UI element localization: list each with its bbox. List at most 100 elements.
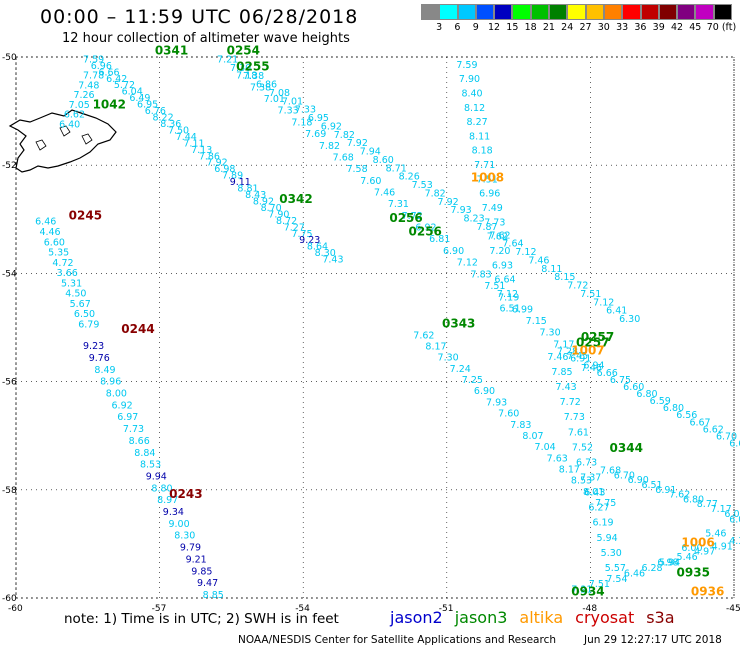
- wave-height-point: 7.58: [346, 164, 367, 175]
- scale-label: 33: [616, 22, 629, 33]
- wave-height-point: 6.67: [729, 439, 740, 450]
- wave-height-point: 9.47: [197, 578, 218, 589]
- wave-height-point: 6.51: [499, 303, 520, 314]
- wave-height-point: 8.27: [467, 117, 488, 128]
- scale-color-box: [512, 4, 531, 20]
- wave-height-point: 5.35: [48, 248, 69, 259]
- wave-height-point: 5.46: [705, 529, 726, 540]
- scale-label: 36: [634, 22, 647, 33]
- scale-label: 70 (ft): [706, 22, 737, 33]
- wave-height-point: 4.97: [694, 547, 715, 558]
- wave-height-point: 7.49: [482, 203, 503, 214]
- wave-height-point: 7.48: [78, 80, 99, 91]
- scale-color-box: [695, 4, 714, 20]
- wave-height-point: 7.43: [556, 382, 577, 393]
- wave-height-point: 7.12: [593, 297, 614, 308]
- wave-height-point: 8.77: [697, 499, 718, 510]
- pass-time-label: 0256: [409, 225, 442, 239]
- wave-height-point: 6.81: [429, 234, 450, 245]
- wave-height-point: 7.72: [402, 211, 423, 222]
- wave-height-point: 7.94: [360, 147, 381, 158]
- wave-height-point: 8.84: [134, 448, 155, 459]
- wave-height-point: 6.62: [703, 424, 724, 435]
- wave-height-point: 8.07: [522, 431, 543, 442]
- wave-height-point: 9.00: [168, 519, 189, 530]
- wave-height-point: 5.57: [605, 563, 626, 574]
- wave-height-point: 7.63: [547, 453, 568, 464]
- wave-height-point: 7.28: [557, 347, 578, 358]
- color-scale-labels: 3 6 9 12 15 18 21 24 27 30 33 36 39 42 45 70 (ft): [421, 22, 738, 34]
- wave-height-point: 7.75: [595, 498, 616, 509]
- scale-color-box: [549, 4, 568, 20]
- wave-height-point: 7.27: [284, 222, 305, 233]
- wave-height-point: 8.53: [140, 460, 161, 471]
- scale-color-box: [603, 4, 623, 20]
- credit-timestamp: Jun 29 12:27:17 UTC 2018: [584, 634, 722, 646]
- wave-height-point: 7.25: [462, 375, 483, 386]
- wave-height-point: 7.43: [322, 255, 343, 266]
- falkland-islands-landmass: [8, 109, 117, 173]
- wave-height-point: 6.92: [415, 223, 436, 234]
- wave-height-point: 7.38: [250, 82, 271, 93]
- wave-height-point: 5.72: [114, 80, 135, 91]
- wave-height-point: 8.85: [203, 590, 224, 601]
- wave-height-point: 7.21: [217, 54, 238, 65]
- wave-height-point: 8.43: [245, 190, 266, 201]
- wave-height-point: 7.72: [560, 397, 581, 408]
- wave-height-point: 6.96: [91, 61, 112, 72]
- wave-height-point: 7.04: [535, 442, 556, 453]
- scale-color-box: [713, 4, 733, 20]
- wave-height-point: 6.46: [35, 217, 56, 228]
- pass-time-label: 0244: [121, 322, 154, 336]
- wave-height-point: 7.26: [73, 90, 94, 101]
- wave-height-point: 6.42: [106, 74, 127, 85]
- wave-height-point: 6.67: [689, 417, 710, 428]
- wave-height-point: 7.46: [528, 255, 549, 266]
- wave-height-point: 7.73: [484, 217, 505, 228]
- scale-color-box: [567, 4, 586, 20]
- chart-subtitle: 12 hour collection of altimeter wave hei…: [62, 31, 350, 46]
- wave-height-point: 8.11: [469, 131, 490, 142]
- wave-height-point: 3.66: [57, 268, 78, 279]
- scale-label: 18: [524, 22, 537, 33]
- wave-height-point: 6.43: [584, 488, 605, 499]
- wave-height-point: 9.11: [230, 177, 251, 188]
- wave-height-point: 7.59: [456, 60, 477, 71]
- wave-height-point: 8.92: [253, 196, 274, 207]
- wave-height-point: 7.82: [319, 141, 340, 152]
- wave-height-point: 6.30: [619, 314, 640, 325]
- wave-height-point: 9.79: [180, 543, 201, 554]
- wave-height-point: 9.23: [83, 341, 104, 352]
- wave-height-point: 7.17: [711, 504, 732, 515]
- wave-height-point: 7.46: [374, 187, 395, 198]
- wave-height-point: 4.31: [729, 536, 740, 547]
- wave-height-point: 6.59: [650, 396, 671, 407]
- wave-height-point: 6.86: [256, 80, 277, 91]
- wave-height-point: 7.30: [438, 353, 459, 364]
- x-tick-label: -45: [726, 604, 740, 614]
- pass-time-label: 1006: [681, 536, 714, 550]
- wave-height-point: 7.69: [305, 129, 326, 140]
- wave-height-point: 7.33: [278, 106, 299, 117]
- pass-time-label: 0257: [581, 330, 614, 344]
- wave-height-point: 8.70: [261, 203, 282, 214]
- wave-height-point: 6.95: [308, 113, 329, 124]
- wave-height-point: 6.03: [724, 509, 740, 520]
- wave-height-point: 6.90: [628, 475, 649, 486]
- wave-height-point: 7.51: [580, 289, 601, 300]
- wave-height-point: 7.15: [526, 316, 547, 327]
- wave-height-point: 7.86: [199, 151, 220, 162]
- wave-height-point: 6.51: [641, 480, 662, 491]
- legend-item-jason3: jason3: [454, 608, 508, 627]
- scale-color-box: [658, 4, 678, 20]
- wave-height-point: 6.28: [641, 563, 662, 574]
- wave-height-point: 7.18: [236, 71, 257, 82]
- wave-height-point: 6.99: [512, 304, 533, 315]
- y-tick-label: -54: [2, 269, 17, 279]
- wave-height-point: 5.31: [61, 278, 82, 289]
- wave-height-point: 7.62: [489, 230, 510, 241]
- scale-color-box: [585, 4, 604, 20]
- wave-height-point: 4.91: [712, 541, 733, 552]
- wave-height-point: 7.30: [230, 63, 251, 74]
